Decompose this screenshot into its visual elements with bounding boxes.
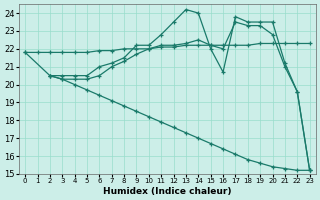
X-axis label: Humidex (Indice chaleur): Humidex (Indice chaleur) xyxy=(103,187,232,196)
